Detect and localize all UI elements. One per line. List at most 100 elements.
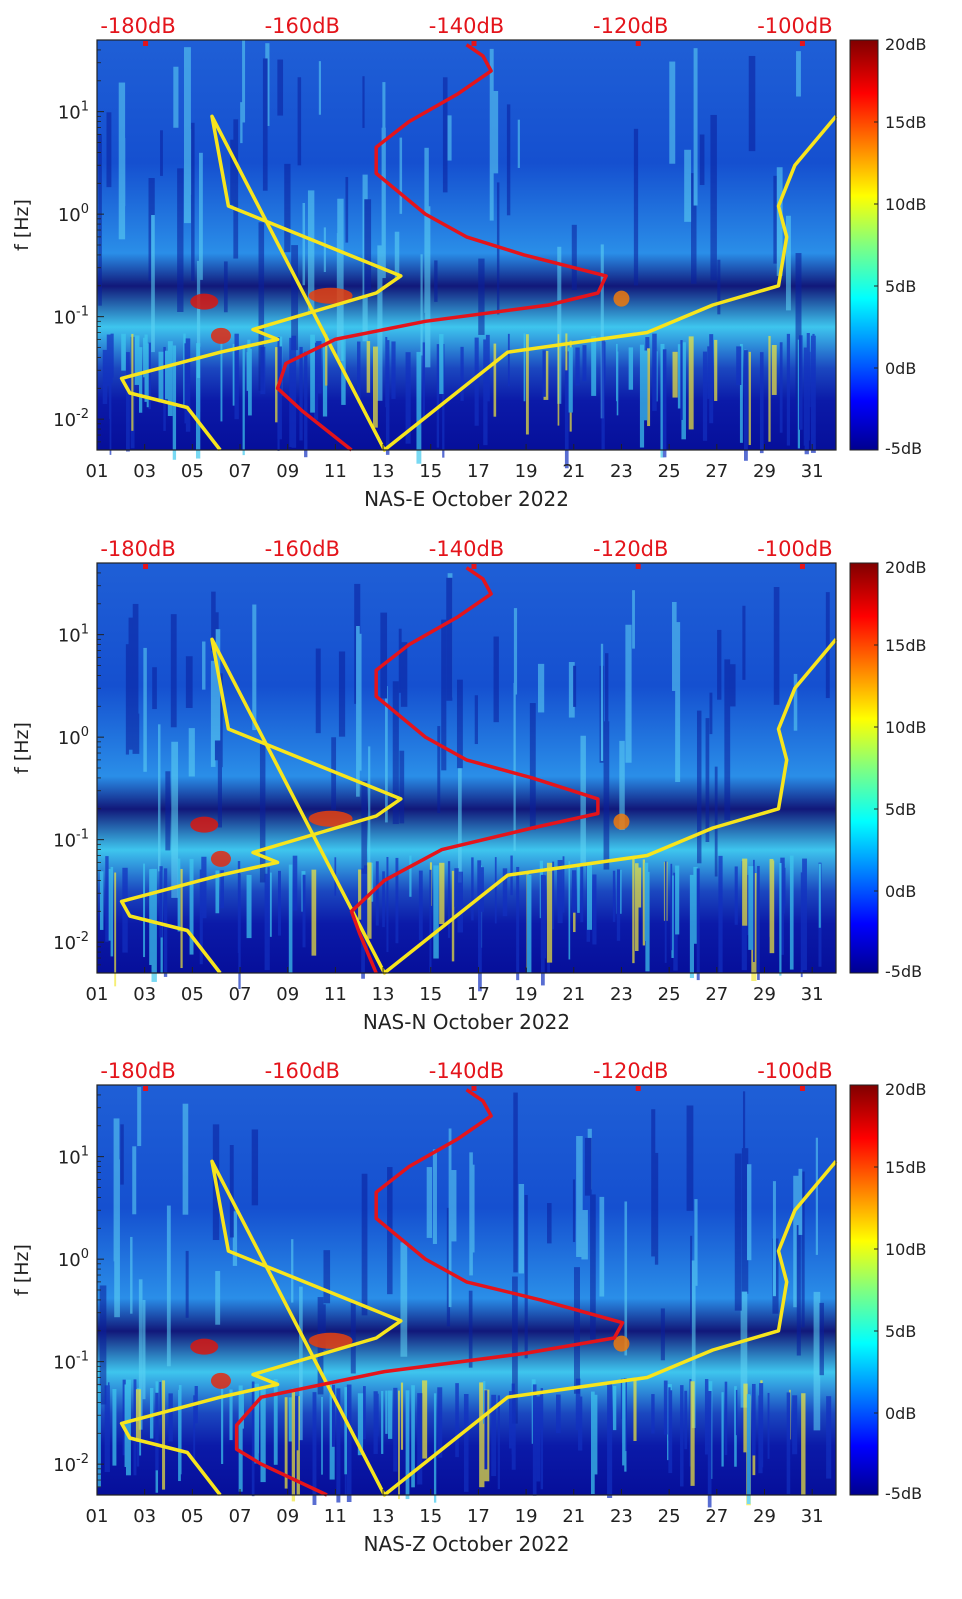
low-frequency-streak bbox=[511, 1383, 515, 1455]
low-frequency-streak bbox=[803, 347, 808, 446]
low-frequency-streak bbox=[447, 861, 451, 938]
spectrogram-streak bbox=[182, 1103, 189, 1215]
low-frequency-streak bbox=[675, 865, 680, 935]
x-tick-label: 19 bbox=[515, 461, 538, 482]
spectrogram-streak bbox=[660, 1308, 665, 1361]
x-tick-label: 25 bbox=[658, 461, 681, 482]
spectrogram-streak bbox=[513, 608, 518, 695]
spectrogram-streak bbox=[724, 659, 731, 821]
x-tick-label: 13 bbox=[372, 1506, 395, 1527]
spectrogram-streak bbox=[785, 215, 791, 311]
spectrogram-streak bbox=[705, 718, 710, 842]
colorbar bbox=[849, 1084, 879, 1496]
low-frequency-streak bbox=[616, 869, 621, 941]
low-frequency-streak bbox=[267, 867, 270, 938]
x-tick-label: 23 bbox=[610, 461, 633, 482]
low-frequency-streak bbox=[143, 863, 146, 958]
low-frequency-streak bbox=[684, 1390, 688, 1450]
low-frequency-streak bbox=[439, 333, 444, 394]
x-tick-label: 27 bbox=[705, 461, 728, 482]
low-frequency-streak bbox=[633, 1377, 637, 1442]
low-frequency-streak bbox=[798, 335, 803, 430]
low-frequency-streak bbox=[557, 867, 563, 908]
low-frequency-streak bbox=[696, 868, 700, 981]
low-frequency-streak bbox=[382, 871, 385, 928]
low-frequency-streak bbox=[299, 346, 303, 441]
low-frequency-streak bbox=[385, 340, 390, 455]
low-frequency-streak bbox=[316, 341, 322, 394]
spectrogram-streak bbox=[183, 47, 191, 224]
low-frequency-streak bbox=[151, 868, 157, 982]
red-psd-curve-1 bbox=[234, 1088, 625, 1497]
x-tick-label: 31 bbox=[801, 984, 824, 1005]
x-tick-label: 09 bbox=[276, 984, 299, 1005]
top-axis-tick-label: -120dB bbox=[593, 1059, 668, 1083]
spectrogram-streak bbox=[392, 681, 399, 825]
microseism-hotspot bbox=[308, 287, 353, 304]
x-tick-label: 25 bbox=[658, 1506, 681, 1527]
spectrogram-streak bbox=[699, 134, 705, 186]
spectrogram-streak bbox=[493, 636, 499, 723]
low-frequency-streak bbox=[642, 859, 645, 946]
colorbar-tick-label: 20dB bbox=[885, 558, 927, 577]
spectrogram-streak bbox=[291, 245, 299, 351]
spectrogram-streak bbox=[223, 261, 228, 313]
spectrogram-streak bbox=[382, 82, 386, 220]
x-tick-label: 19 bbox=[515, 984, 538, 1005]
low-frequency-streak bbox=[454, 868, 459, 907]
red-psd-curve-1 bbox=[275, 43, 608, 452]
spectrogram-background bbox=[97, 40, 836, 450]
spectrogram-streak bbox=[491, 90, 499, 174]
low-frequency-streak bbox=[734, 866, 738, 925]
x-tick-label: 07 bbox=[229, 1506, 252, 1527]
low-frequency-streak bbox=[437, 1387, 443, 1458]
low-frequency-streak bbox=[580, 866, 584, 923]
x-tick-label: 11 bbox=[324, 984, 347, 1005]
spectrogram-streak bbox=[669, 61, 676, 164]
spectrogram-streak bbox=[118, 82, 126, 240]
low-frequency-streak bbox=[264, 873, 270, 971]
top-axis-tick-label: -180dB bbox=[100, 537, 175, 561]
x-tick-label: 29 bbox=[753, 461, 776, 482]
low-frequency-streak bbox=[416, 351, 422, 464]
low-frequency-streak bbox=[540, 1388, 544, 1490]
low-frequency-streak bbox=[671, 875, 674, 958]
low-frequency-streak bbox=[331, 1384, 336, 1447]
low-frequency-streak bbox=[702, 351, 708, 441]
x-tick-label: 09 bbox=[276, 461, 299, 482]
low-frequency-streak bbox=[509, 1391, 515, 1449]
spectrogram-streak bbox=[125, 644, 129, 755]
low-frequency-streak bbox=[718, 855, 723, 973]
low-frequency-streak bbox=[753, 859, 755, 963]
x-axis-label: NAS-N October 2022 bbox=[363, 1010, 570, 1034]
low-frequency-streak bbox=[532, 1384, 537, 1496]
low-frequency-streak bbox=[134, 335, 140, 385]
x-tick-label: 17 bbox=[467, 461, 490, 482]
low-frequency-streak bbox=[721, 1392, 724, 1467]
spectrogram-streak bbox=[717, 259, 721, 315]
low-frequency-streak bbox=[663, 1380, 668, 1435]
spectrogram-streak bbox=[686, 1105, 694, 1211]
low-frequency-streak bbox=[163, 346, 166, 431]
low-frequency-streak bbox=[693, 866, 698, 944]
low-frequency-streak bbox=[124, 1384, 130, 1467]
low-frequency-streak bbox=[436, 344, 440, 448]
low-frequency-streak bbox=[302, 874, 306, 948]
spectrogram-streak bbox=[230, 139, 236, 205]
spectrogram-streak bbox=[458, 726, 462, 883]
spectrogram-streak bbox=[573, 1267, 580, 1394]
top-marker bbox=[635, 1086, 641, 1091]
low-frequency-streak bbox=[442, 343, 445, 458]
spectrogram-streak bbox=[262, 58, 268, 191]
y-axis-label: f [Hz] bbox=[11, 1244, 33, 1296]
low-frequency-streak bbox=[747, 874, 750, 936]
y-tick-label: 10-2 bbox=[53, 930, 89, 954]
spectrogram-streak bbox=[198, 152, 203, 280]
low-frequency-streak bbox=[769, 858, 774, 937]
spectrogram-texture bbox=[98, 40, 802, 419]
spectrogram-streak bbox=[557, 246, 562, 404]
y-axis-label: f [Hz] bbox=[11, 199, 33, 251]
chart-panel-3: 01 03 05 07 09 11 13 15 17 19 21 23 25 27 29 31 NAS-Z Oc… bbox=[11, 1059, 927, 1556]
low-frequency-streak bbox=[277, 346, 282, 440]
colorbar-tick-label: 5dB bbox=[885, 1322, 916, 1341]
